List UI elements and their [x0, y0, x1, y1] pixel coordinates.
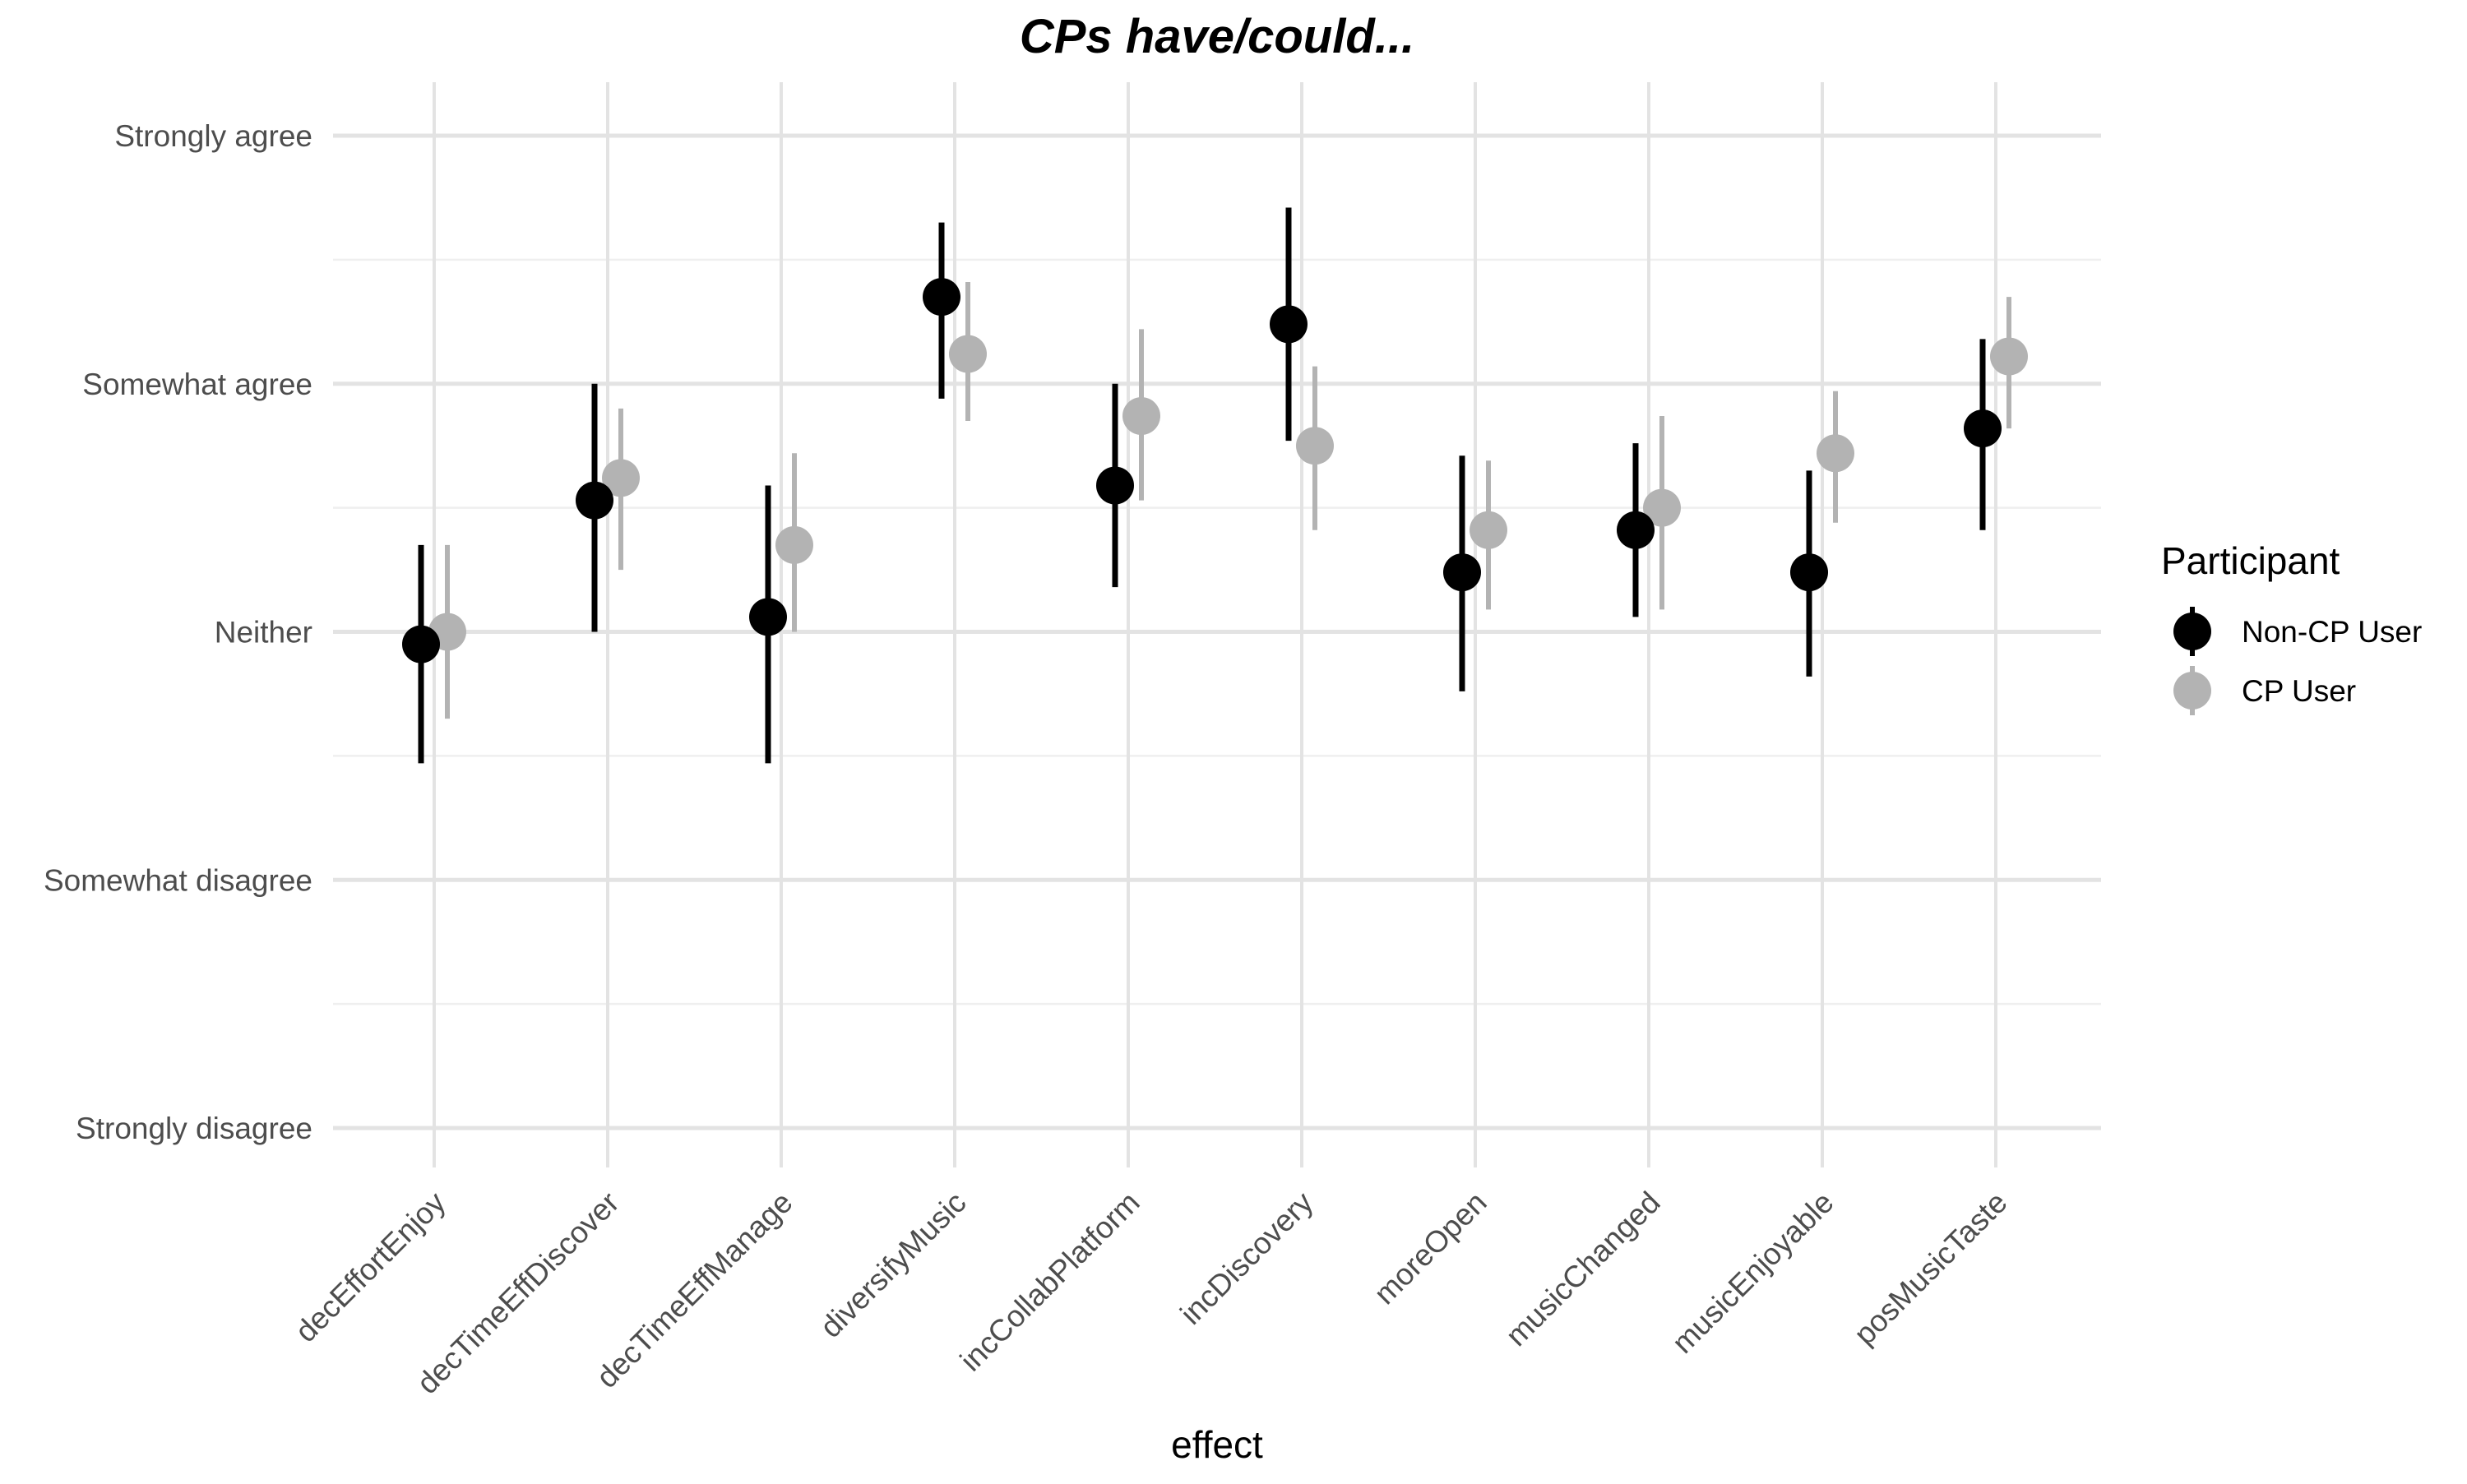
data-point	[1443, 553, 1481, 592]
data-point	[576, 481, 613, 520]
x-tick-label: incDiscovery	[1173, 1185, 1320, 1331]
y-tick-label: Strongly disagree	[76, 1112, 312, 1145]
legend-key-point	[2173, 613, 2211, 650]
chart-title: CPs have/could...	[1020, 10, 1414, 63]
data-point	[949, 335, 987, 373]
x-tick-label: musicEnjoyable	[1665, 1186, 1840, 1360]
legend-label: Non-CP User	[2242, 615, 2422, 649]
data-point	[1470, 511, 1507, 549]
data-point	[402, 625, 440, 663]
x-tick-label: diversifyMusic	[813, 1186, 972, 1344]
data-marks	[402, 207, 2028, 764]
y-tick-label: Neither	[215, 616, 312, 650]
data-point	[602, 459, 640, 497]
x-tick-label: posMusicTaste	[1848, 1186, 2014, 1352]
data-point	[1296, 427, 1334, 465]
data-point	[1617, 511, 1655, 549]
legend-item: CP User	[2173, 666, 2356, 715]
series-non-cp-user	[402, 207, 2002, 764]
x-tick-label: decEffortEnjoy	[289, 1185, 452, 1348]
legend: Participant Non-CP User CP User	[2161, 539, 2422, 715]
data-point	[1122, 396, 1160, 435]
x-tick-label: moreOpen	[1368, 1186, 1493, 1311]
data-point	[1270, 305, 1308, 344]
data-point	[923, 278, 960, 317]
data-point	[1643, 488, 1681, 527]
y-tick-label: Somewhat agree	[82, 368, 312, 401]
legend-title: Participant	[2161, 539, 2340, 582]
y-axis-ticks: Strongly disagree Somewhat disagree Neithe…	[44, 119, 312, 1145]
legend-label: CP User	[2242, 674, 2356, 708]
data-point	[775, 525, 813, 564]
data-point	[749, 598, 787, 636]
x-axis-ticks: decEffortEnjoydecTimeEffDiscoverdecTimeE…	[289, 1185, 2014, 1400]
y-tick-label: Strongly agree	[114, 119, 312, 153]
x-tick-label: musicChanged	[1499, 1186, 1667, 1353]
x-tick-label: incCollabPlatform	[954, 1186, 1146, 1378]
data-point	[1990, 337, 2028, 376]
data-point	[1096, 466, 1134, 505]
legend-item: Non-CP User	[2173, 607, 2422, 656]
legend-key-point	[2173, 672, 2211, 710]
data-point	[1790, 553, 1828, 592]
data-point	[1817, 434, 1854, 473]
gridlines	[333, 82, 2101, 1167]
x-axis-label: effect	[1171, 1423, 1263, 1466]
x-tick-label: decTimeEffManage	[590, 1186, 798, 1394]
data-point	[1964, 409, 2002, 448]
series-cp-user	[428, 282, 2028, 719]
y-tick-label: Somewhat disagree	[44, 863, 312, 897]
